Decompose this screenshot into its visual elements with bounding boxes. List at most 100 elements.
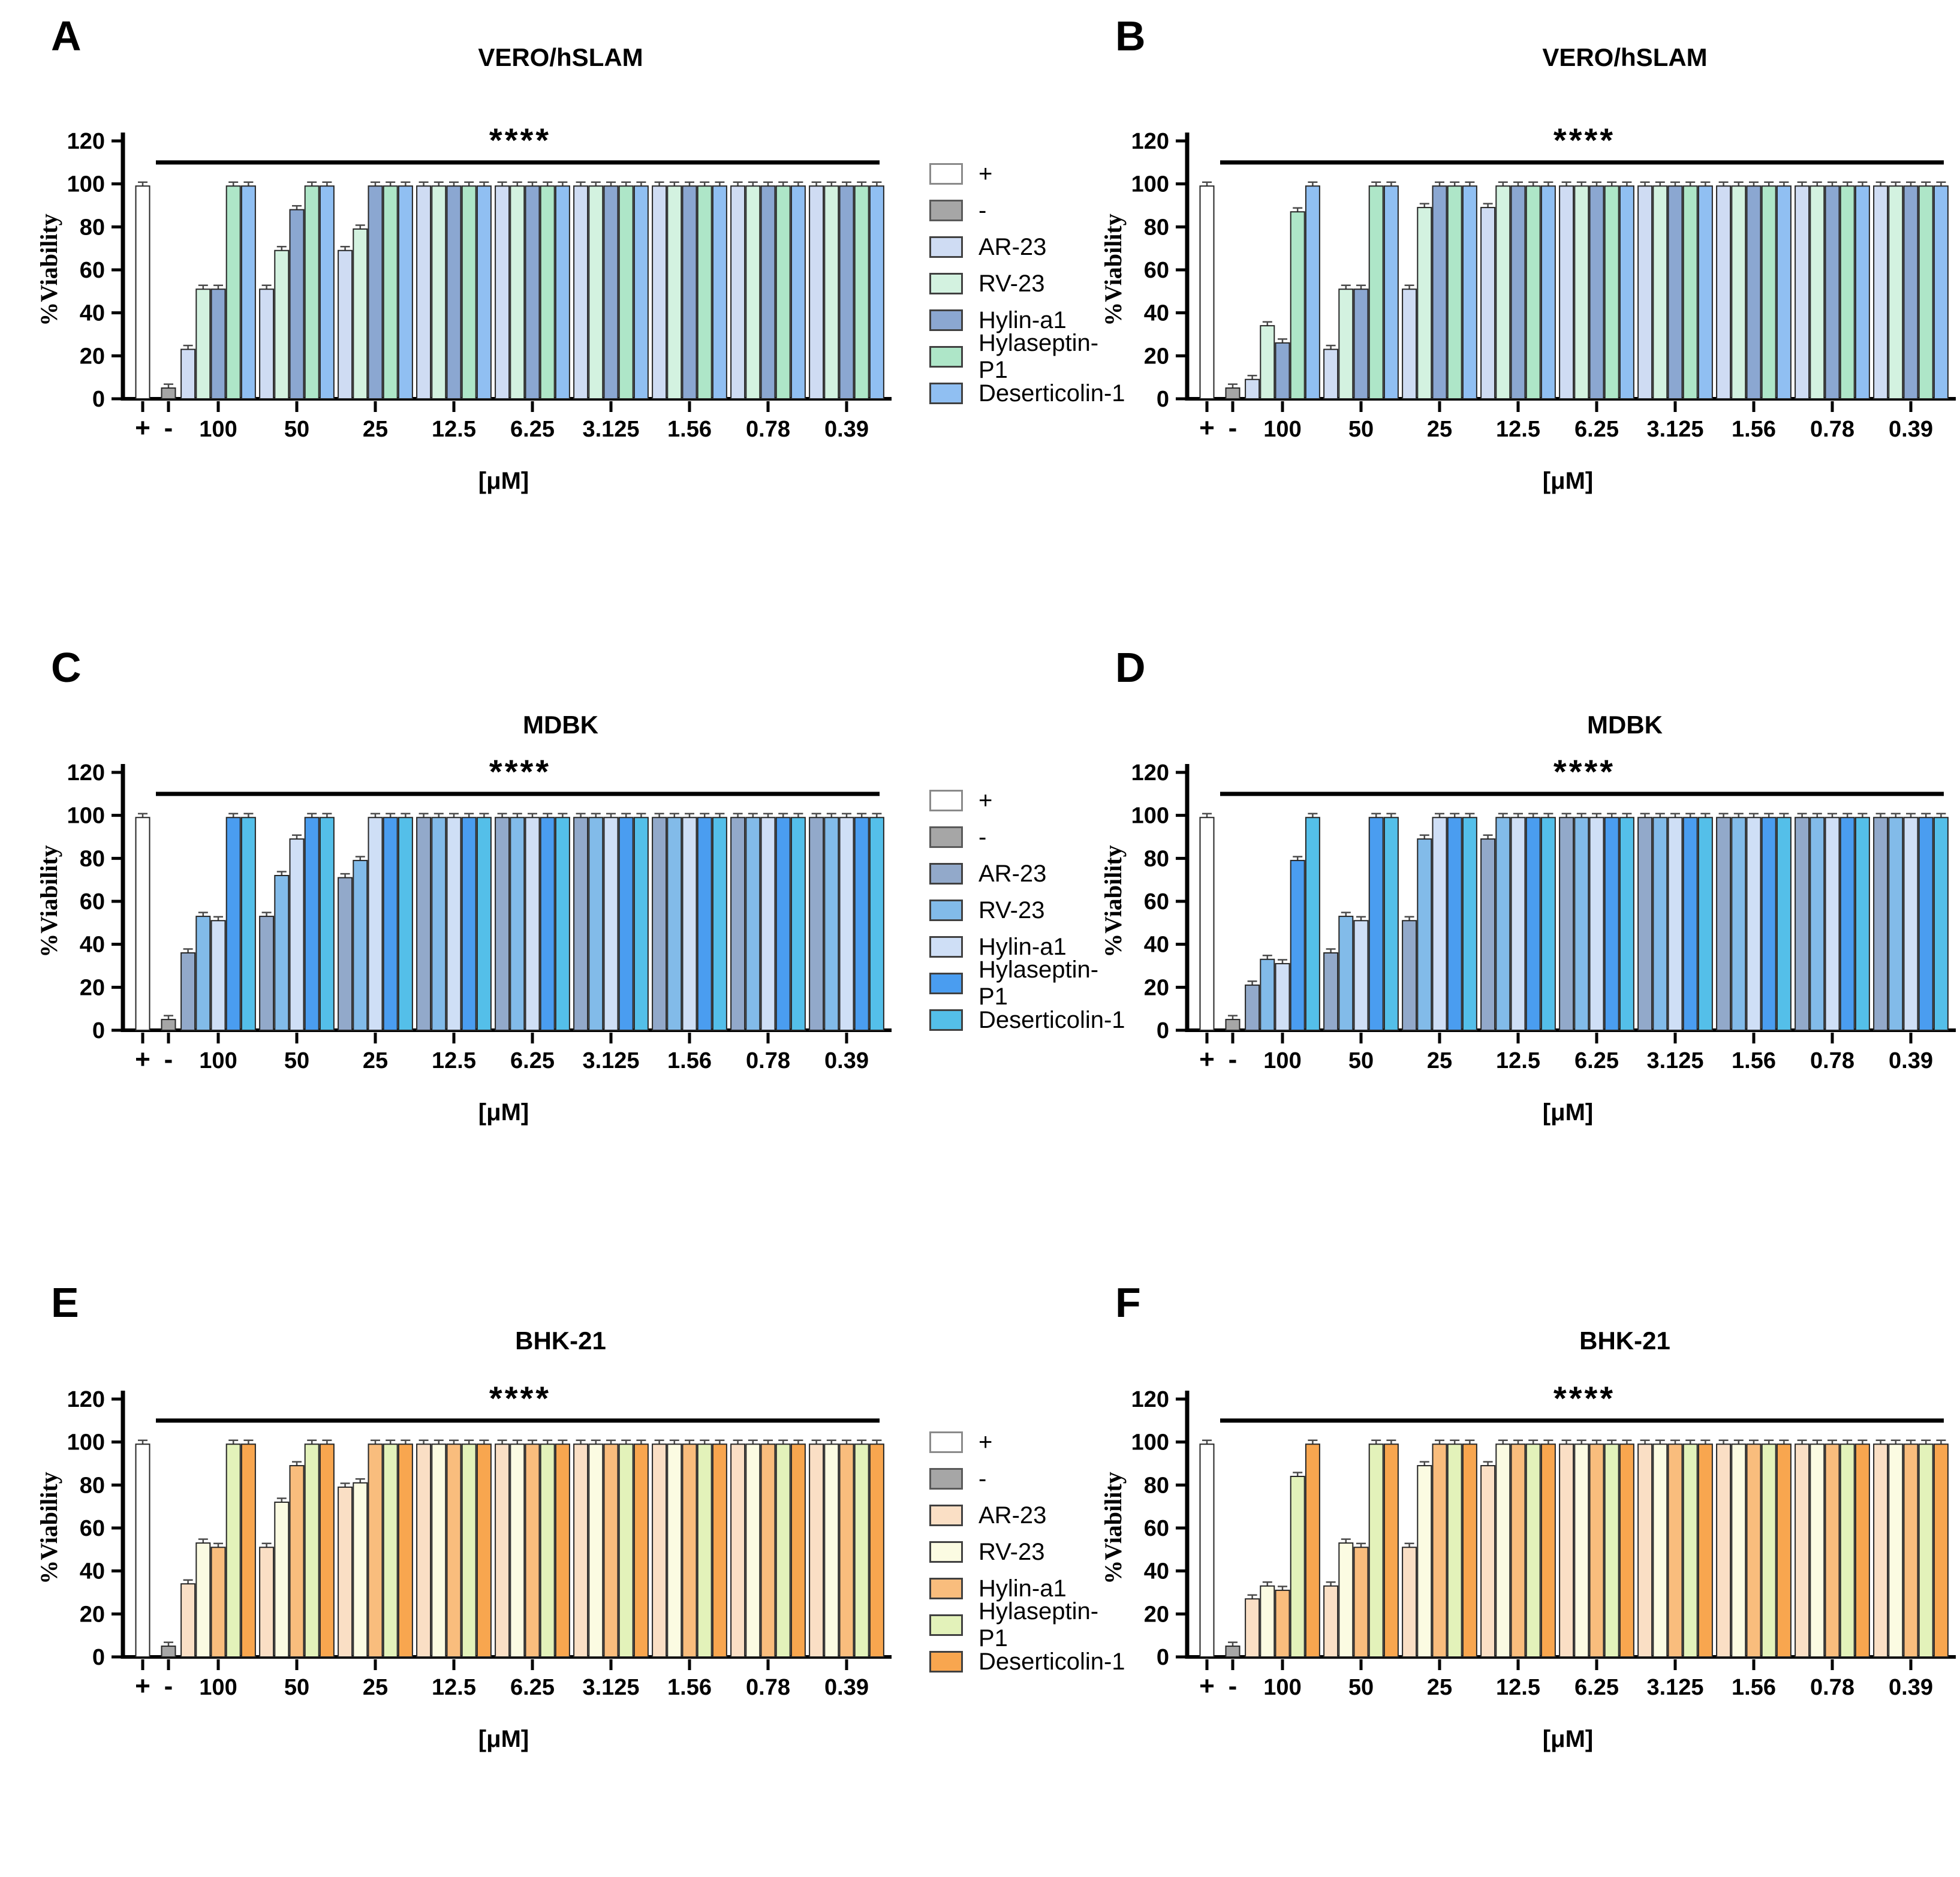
bar [416, 1443, 432, 1658]
bar [1667, 185, 1683, 399]
bar [697, 1443, 712, 1658]
y-tick-label: 120 [1131, 129, 1169, 154]
bar [1888, 185, 1904, 399]
x-category-label-1.56: 1.56 [667, 1048, 712, 1073]
bar [180, 348, 196, 400]
bar [1574, 1443, 1589, 1658]
bar [431, 817, 447, 1031]
bar [1903, 185, 1919, 399]
bar [161, 1646, 176, 1658]
bar [1260, 1585, 1275, 1658]
legend-swatch-Deserticolin-1 [929, 1651, 963, 1673]
bar [1290, 211, 1305, 399]
bar [259, 288, 275, 399]
panel-title-f: BHK-21 [1579, 1326, 1670, 1355]
bar [1824, 817, 1840, 1031]
bar [1305, 185, 1320, 399]
panel-title-e: BHK-21 [515, 1326, 606, 1355]
bar [1761, 817, 1777, 1031]
bar [588, 1443, 604, 1658]
y-tick-label: 80 [1144, 215, 1169, 240]
legend-row-1: + - AR-23 RV-23 Hylin-a1 Hylaseptin-P1 Deserti… [929, 161, 1127, 407]
bar [730, 1443, 746, 1658]
x-category-label-100: 100 [1263, 1048, 1301, 1073]
bar [603, 1443, 619, 1658]
y-tick-label: 40 [1144, 1559, 1169, 1584]
y-tick-label: 80 [1144, 846, 1169, 871]
bar [1637, 185, 1653, 399]
bar [603, 185, 619, 399]
legend-swatch-Hylaseptin-P1 [929, 346, 963, 368]
y-tick-label: 60 [80, 258, 105, 283]
bar [1589, 817, 1604, 1031]
bar [416, 817, 432, 1031]
y-tick-label: 60 [80, 1516, 105, 1541]
bar [1383, 185, 1399, 399]
x-category-label-6.25: 6.25 [1574, 1048, 1619, 1073]
x-category-label--: - [1229, 1671, 1238, 1701]
bar [1432, 185, 1447, 399]
y-tick-label: 100 [67, 172, 105, 197]
x-category-label-0.39: 0.39 [824, 1675, 869, 1700]
bar [633, 817, 649, 1031]
bar [210, 288, 226, 399]
x-category-label-100: 100 [199, 417, 237, 442]
bar [1619, 817, 1634, 1031]
y-tick-label: 120 [1131, 1387, 1169, 1412]
bar [398, 185, 413, 399]
bar [618, 185, 634, 399]
bar [525, 1443, 540, 1658]
legend-label-Deserticolin-1: Deserticolin-1 [979, 1648, 1125, 1675]
bar [1933, 1443, 1949, 1658]
legend-swatch-Hylin-a1 [929, 1578, 963, 1599]
y-tick-label: 120 [1131, 760, 1169, 786]
bar [573, 1443, 589, 1658]
bar [446, 1443, 462, 1658]
bar [1260, 958, 1275, 1031]
bar [1604, 185, 1619, 399]
bar [510, 817, 525, 1031]
legend-item-RV-23: RV-23 [929, 1539, 1127, 1565]
bar [603, 817, 619, 1031]
bar [461, 1443, 477, 1658]
bar [667, 185, 682, 399]
bar [1839, 817, 1855, 1031]
y-tick-label: 100 [67, 804, 105, 829]
bar [652, 817, 667, 1031]
bar [1716, 185, 1732, 399]
bar [495, 1443, 510, 1658]
bar [495, 185, 510, 399]
bar [1810, 185, 1825, 399]
x-category-label-+: + [1199, 413, 1215, 443]
bar [1417, 838, 1432, 1031]
x-category-label-+: + [135, 1045, 150, 1074]
x-category-label-+: + [135, 1671, 150, 1701]
x-category-label-25: 25 [363, 1048, 388, 1073]
bar [633, 185, 649, 399]
x-category-label-25: 25 [363, 1675, 388, 1700]
bar [240, 1443, 256, 1658]
bar [225, 817, 241, 1031]
bar [540, 817, 555, 1031]
bar [1338, 1542, 1354, 1658]
bar [1716, 817, 1732, 1031]
y-tick-label: 100 [1131, 804, 1169, 829]
bar [790, 817, 806, 1031]
bar [1275, 342, 1290, 400]
bar [1682, 817, 1698, 1031]
x-category-label-6.25: 6.25 [510, 1675, 555, 1700]
bar [1667, 1443, 1683, 1658]
bar [1776, 1443, 1792, 1658]
bar [1795, 185, 1810, 399]
bar [760, 817, 776, 1031]
panel-d: D MDBK 0 20 40 60 80 100 120 **** %Viability [μM]… [1097, 627, 1960, 1244]
legend-label-Hylin-a1: Hylin-a1 [979, 1575, 1067, 1602]
legend-row-2: + - AR-23 RV-23 Hylin-a1 Hylaseptin-P1 Deserti… [929, 787, 1127, 1033]
bar [416, 185, 432, 399]
bar [161, 1019, 176, 1031]
bar [712, 1443, 727, 1658]
bar [1637, 1443, 1653, 1658]
bar [1731, 185, 1747, 399]
panel-title-d: MDBK [1587, 711, 1663, 739]
x-axis-label: [μM] [478, 1099, 529, 1126]
